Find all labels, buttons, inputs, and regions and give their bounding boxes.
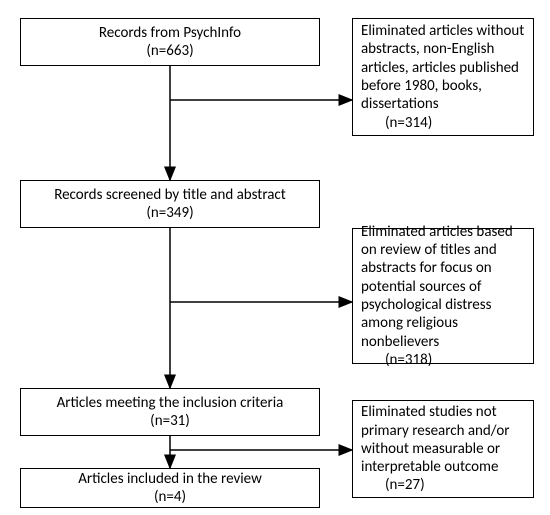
arrows-layer [0,0,550,515]
